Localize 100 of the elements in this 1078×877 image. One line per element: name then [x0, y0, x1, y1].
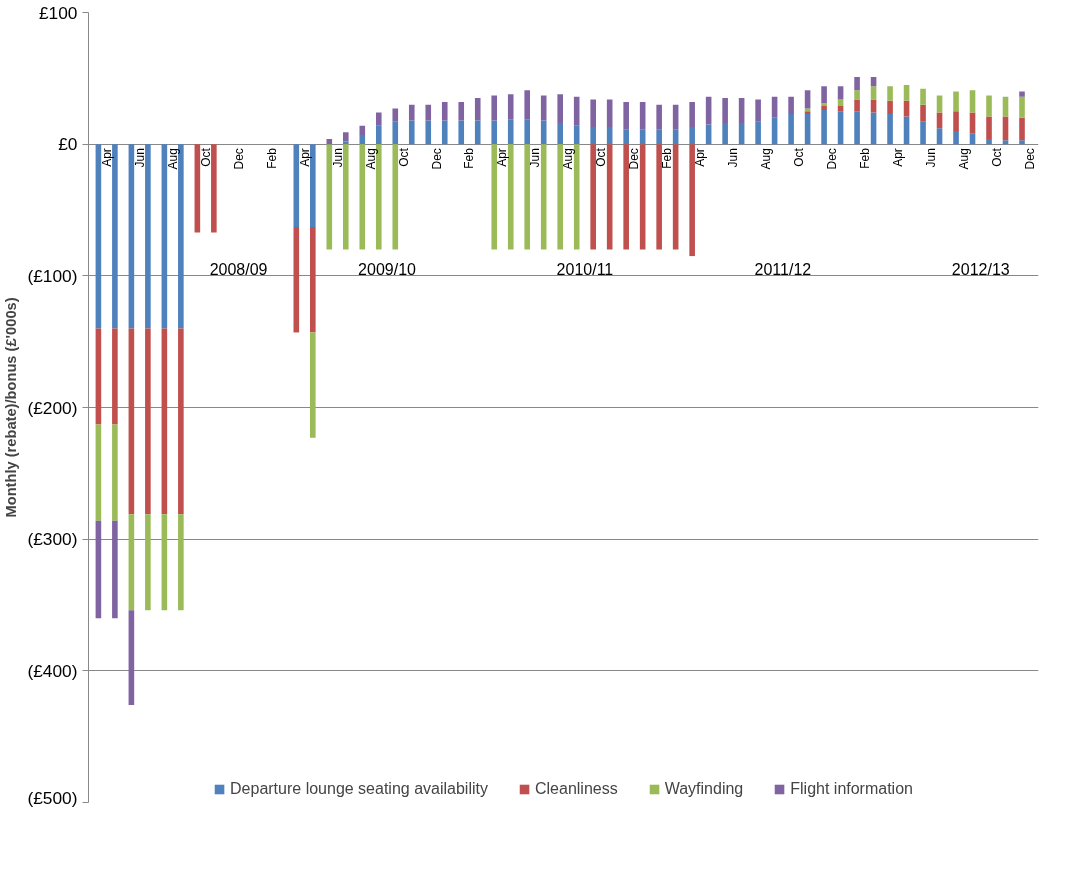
y-tick-label: (£500): [27, 787, 78, 808]
bar: [474, 98, 481, 121]
bar: [326, 144, 333, 250]
bar: [557, 123, 564, 145]
bar: [854, 90, 860, 100]
bar: [854, 77, 860, 91]
bar: [920, 104, 926, 122]
x-tick-label: Oct: [990, 147, 1005, 167]
bar: [474, 120, 481, 145]
x-tick-label: Dec: [231, 148, 246, 170]
annotation: 2012/13: [951, 260, 1010, 278]
x-tick-label: Feb: [858, 147, 873, 169]
bar: [524, 119, 531, 145]
y-tick-label: (£200): [27, 397, 78, 418]
bar: [986, 116, 992, 139]
bar: [590, 99, 596, 128]
bar: [953, 91, 959, 112]
bar: [145, 328, 151, 515]
y-tick-label: £0: [58, 134, 78, 155]
y-axis-title: Monthly (rebate)/bonus (£'000s): [3, 297, 20, 518]
bar: [507, 94, 514, 120]
x-tick-label: Feb: [462, 147, 477, 169]
bar: [178, 144, 184, 329]
bar: [178, 328, 184, 515]
legend-label: Wayfinding: [664, 780, 744, 798]
y-tick-label: (£400): [27, 660, 78, 681]
bar: [606, 144, 613, 250]
legend-label: Cleanliness: [534, 780, 618, 798]
bar: [425, 120, 432, 145]
bar: [722, 98, 728, 124]
x-tick-label: Apr: [297, 148, 312, 167]
bar: [112, 328, 118, 425]
legend-label: Departure lounge seating availability: [230, 780, 488, 798]
bar: [705, 124, 712, 145]
annotation: 2008/09: [209, 260, 268, 278]
bar: [953, 131, 959, 145]
bar: [986, 95, 992, 117]
bar: [540, 95, 547, 121]
bar: [1002, 96, 1009, 117]
y-tick-label: (£100): [27, 265, 78, 286]
bar: [491, 120, 498, 145]
bar: [689, 102, 695, 128]
bar: [821, 103, 827, 106]
x-tick-label: Oct: [396, 147, 411, 167]
bar: [441, 120, 448, 145]
bar: [524, 90, 531, 120]
bar: [145, 514, 151, 611]
bar: [342, 132, 349, 142]
bar: [359, 125, 366, 135]
bar: [359, 144, 366, 250]
bar: [804, 90, 811, 109]
x-tick-label: Aug: [759, 148, 774, 170]
bar: [310, 144, 316, 228]
bar: [1019, 91, 1025, 97]
bar: [557, 144, 564, 250]
bar: [1019, 140, 1025, 145]
y-tick-label: £100: [38, 2, 78, 23]
x-tick-label: Dec: [1023, 148, 1038, 170]
bar: [573, 96, 580, 126]
bar: [936, 128, 943, 145]
bar: [441, 102, 448, 121]
bar: [145, 144, 151, 329]
x-tick-label: Feb: [264, 147, 279, 169]
bar: [540, 144, 547, 250]
bar: [920, 88, 926, 105]
bar: [854, 99, 860, 112]
bar: [1002, 140, 1009, 145]
x-tick-label: Feb: [660, 147, 675, 169]
bar: [656, 144, 662, 250]
bar: [408, 104, 415, 121]
bar: [623, 144, 629, 250]
bar: [623, 129, 629, 145]
bar: [211, 144, 217, 233]
bar: [821, 86, 827, 104]
x-tick-label: Apr: [495, 148, 510, 167]
x-tick-label: Oct: [594, 147, 609, 167]
bar: [590, 144, 596, 250]
bar: [375, 125, 382, 145]
bar: [392, 121, 399, 145]
y-tick-label: (£300): [27, 529, 78, 550]
bar: [606, 99, 613, 128]
x-tick-label: Jun: [924, 148, 939, 168]
bar: [837, 99, 844, 106]
bar: [112, 144, 118, 329]
bar: [524, 144, 531, 250]
bar: [112, 520, 118, 619]
bar: [887, 86, 893, 101]
bar: [788, 96, 794, 114]
bar: [755, 121, 761, 145]
x-tick-label: Aug: [363, 148, 378, 170]
x-tick-label: Aug: [957, 148, 972, 170]
bar: [672, 144, 679, 250]
bar: [755, 99, 761, 122]
bar: [590, 127, 596, 145]
bar: [310, 227, 316, 333]
bar: [887, 100, 893, 114]
x-tick-label: Dec: [429, 148, 444, 170]
bar: [540, 120, 547, 145]
annotation: 2010/11: [556, 260, 614, 278]
x-tick-label: Dec: [627, 148, 642, 170]
